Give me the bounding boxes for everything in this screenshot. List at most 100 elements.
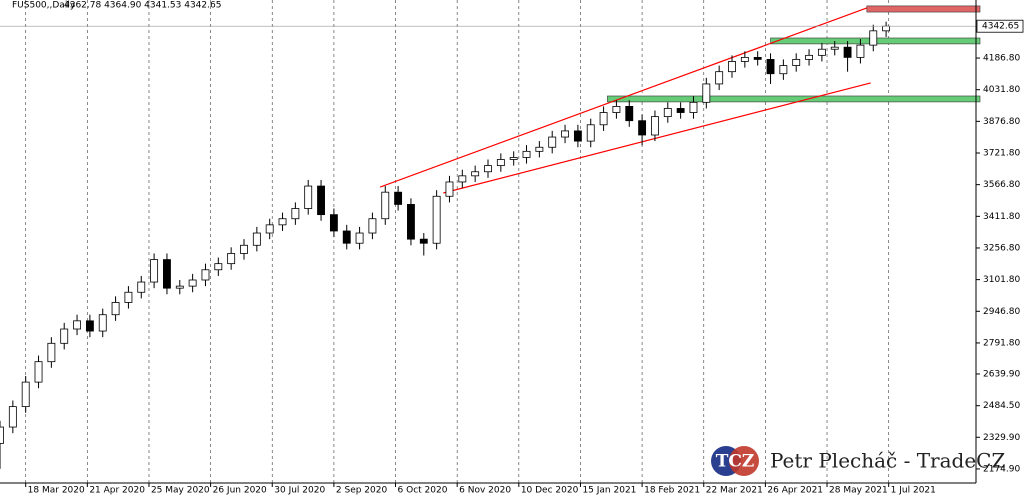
candle-body xyxy=(753,56,762,60)
candle-body xyxy=(432,195,441,244)
x-tick-label: 30 Jul 2020 xyxy=(274,486,325,495)
y-tick-label: 3721.80 xyxy=(983,149,1020,159)
candle-body xyxy=(779,65,788,75)
candle-body xyxy=(689,101,698,113)
y-tick-label: 2174.90 xyxy=(983,464,1020,474)
y-tick-label: 3566.80 xyxy=(983,180,1020,190)
candle-body xyxy=(60,328,69,344)
candle-body xyxy=(599,112,608,126)
candle-body xyxy=(638,120,647,136)
candle-body xyxy=(407,204,415,240)
candle-body xyxy=(355,232,364,244)
candle-body xyxy=(150,259,159,283)
candle-body xyxy=(612,106,621,113)
candle-body xyxy=(702,83,711,103)
x-tick-label: 21 Apr 2020 xyxy=(89,486,145,495)
y-tick-label: 3101.80 xyxy=(983,275,1020,285)
candle-body xyxy=(676,108,685,113)
candle-body xyxy=(496,159,505,167)
y-tick-label: 2946.80 xyxy=(983,307,1020,317)
candle-body xyxy=(869,30,878,46)
candle-body xyxy=(471,171,480,177)
candle-body xyxy=(445,181,454,197)
candle-body xyxy=(21,381,30,408)
trendline xyxy=(379,7,868,188)
candle-body xyxy=(484,165,492,173)
logo-circle xyxy=(729,446,759,476)
candle-body xyxy=(278,218,287,226)
x-tick-label: 6 Nov 2020 xyxy=(459,486,511,495)
candle-body xyxy=(252,232,261,246)
y-tick-label: 4031.80 xyxy=(983,85,1020,95)
candle-body xyxy=(715,71,724,85)
x-tick-label: 25 May 2020 xyxy=(151,486,210,495)
y-tick-label: 2329.90 xyxy=(983,433,1020,443)
x-tick-label: 18 Feb 2021 xyxy=(644,486,700,495)
watermark: TCZ Petr Plecháč - TradeCZ xyxy=(711,446,1005,476)
candle-body xyxy=(342,230,351,244)
y-tick-label: 3256.80 xyxy=(983,243,1020,253)
quote: 4362.78 4364.90 4341.53 4342.65 xyxy=(64,1,221,11)
y-tick-label: 2639.90 xyxy=(983,369,1020,379)
candle-body xyxy=(34,361,43,383)
candle-body xyxy=(98,314,107,332)
candle-body xyxy=(73,320,81,330)
candle-body xyxy=(381,191,390,220)
x-tick-label: 22 Mar 2021 xyxy=(706,486,763,495)
candle-body xyxy=(304,185,313,209)
candle-body xyxy=(368,218,377,234)
candle-body xyxy=(830,46,839,50)
y-tick-label: 3411.80 xyxy=(983,212,1020,222)
y-tick-label: 2484.50 xyxy=(983,401,1020,411)
candle-body xyxy=(8,406,17,428)
candle-body xyxy=(535,146,544,152)
candle-body xyxy=(843,46,852,58)
candle-body xyxy=(728,61,736,73)
x-tick-label: 2 Sep 2020 xyxy=(336,486,388,495)
candle-body xyxy=(419,238,428,244)
trendline xyxy=(443,82,871,194)
candle-body xyxy=(548,136,557,148)
logo-text: TCZ xyxy=(716,452,755,472)
x-tick-label: 18 Mar 2020 xyxy=(28,486,85,495)
candle-body xyxy=(522,150,531,158)
x-tick-label: 1 Jul 2021 xyxy=(891,486,936,495)
candle-body xyxy=(201,269,210,281)
candle-body xyxy=(509,157,518,160)
x-tick-label: 15 Jan 2021 xyxy=(582,486,636,495)
candle-body xyxy=(214,263,223,271)
candle-body xyxy=(124,291,133,303)
candle-body xyxy=(766,59,775,75)
candle-body xyxy=(882,25,891,32)
candle-body xyxy=(265,224,274,234)
candle-body xyxy=(317,185,325,216)
zone xyxy=(607,95,981,103)
candle-body xyxy=(329,214,338,232)
symbol: FUS500,,Daily xyxy=(12,1,76,11)
price-box xyxy=(976,19,1024,33)
candle-body xyxy=(47,342,56,363)
candle-body xyxy=(137,281,146,293)
zone xyxy=(866,5,981,13)
x-tick-label: 26 Apr 2021 xyxy=(767,486,823,495)
candle-body xyxy=(227,253,236,265)
candle-body xyxy=(651,116,659,136)
x-tick-label: 28 May 2021 xyxy=(829,486,888,495)
candle-body xyxy=(394,191,403,205)
candle-body xyxy=(85,320,94,332)
candle-body xyxy=(817,48,826,56)
candle-body xyxy=(175,285,184,289)
candle-body xyxy=(856,44,865,58)
candle-body xyxy=(663,108,672,118)
candle-body xyxy=(240,244,248,254)
candle-body xyxy=(188,279,197,287)
candle-body xyxy=(0,426,4,444)
candle-body xyxy=(792,59,801,66)
candle-body xyxy=(111,302,120,316)
candle-body xyxy=(586,124,595,142)
candle-body xyxy=(163,259,171,289)
price-label: 4342.65 xyxy=(982,22,1019,32)
